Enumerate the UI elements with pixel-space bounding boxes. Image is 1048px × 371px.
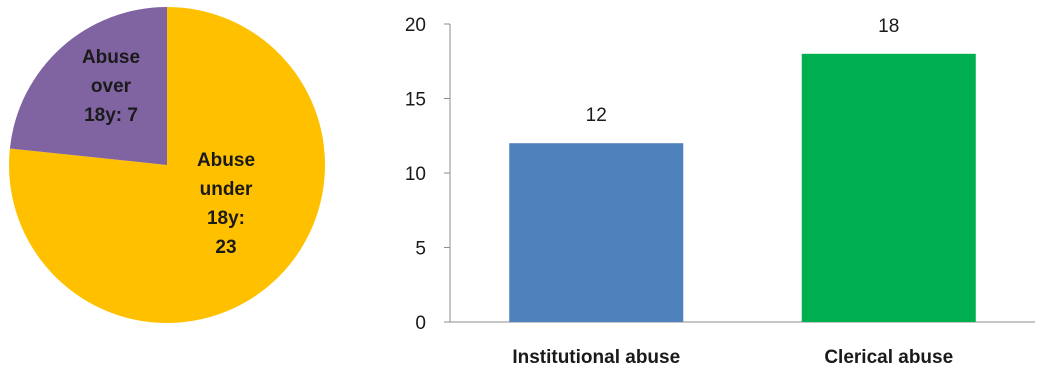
pie-slice-label-0: Abuse under 18y: 23 (197, 150, 255, 258)
pie-slice-label-line: Abuse (82, 47, 140, 68)
bar-data-label: 12 (586, 105, 607, 126)
pie-slice-label-line: 18y: (207, 208, 245, 229)
pie-slice-label-line: Abuse (197, 150, 255, 171)
pie-slice-0 (9, 7, 326, 323)
pie-slice-label-line: 23 (215, 237, 236, 258)
x-category-label: Institutional abuse (512, 347, 680, 368)
y-tick-label: 15 (405, 90, 426, 111)
pie-slice-label-line: over (91, 76, 132, 97)
bar-1 (801, 53, 976, 323)
bar-data-label: 18 (878, 16, 899, 37)
pie-slice-1 (9, 7, 168, 165)
pie-slice-label-1: Abuse over 18y: 7 (82, 47, 140, 126)
y-tick-label: 20 (405, 15, 426, 36)
pie-slice-label-line: 18y: 7 (84, 105, 138, 126)
bar-0 (509, 143, 684, 322)
y-tick-label: 0 (415, 313, 426, 334)
y-tick-label: 5 (415, 239, 426, 260)
y-tick-label: 10 (405, 164, 426, 185)
pie-slice-label-line: under (200, 179, 253, 200)
x-category-label: Clerical abuse (824, 347, 953, 368)
